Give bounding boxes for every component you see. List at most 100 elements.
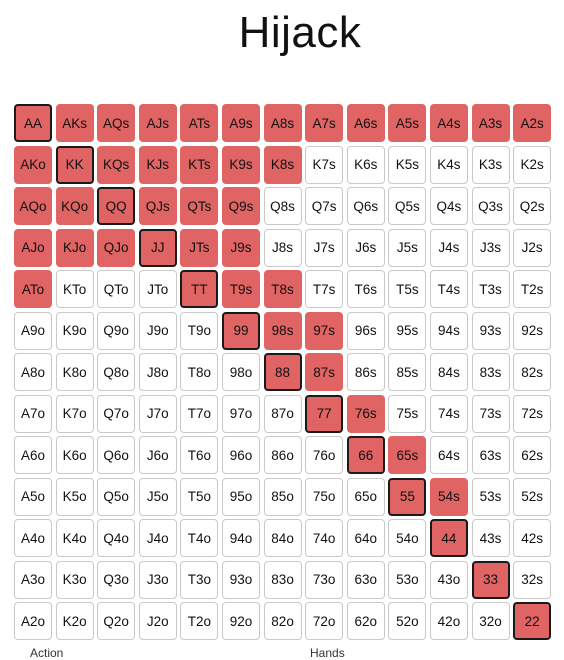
hand-cell-72o[interactable]: 72o [305,602,344,640]
hand-cell-85s[interactable]: 85s [388,353,427,391]
hand-cell-QQ[interactable]: QQ [97,187,136,225]
hand-cell-T9o[interactable]: T9o [180,311,219,350]
hand-cell-Q8s[interactable]: Q8s [263,187,302,225]
hand-cell-K8o[interactable]: K8o [55,353,94,391]
hand-cell-K2s[interactable]: K2s [513,145,552,184]
hand-cell-A5s[interactable]: A5s [388,104,427,142]
hand-cell-KTo[interactable]: KTo [55,270,94,308]
hand-cell-97s[interactable]: 97s [305,311,344,350]
hand-cell-A9o[interactable]: A9o [14,311,52,350]
hand-cell-K6s[interactable]: K6s [346,145,385,184]
hand-cell-95s[interactable]: 95s [388,311,427,350]
hand-cell-84s[interactable]: 84s [429,353,468,391]
hand-cell-Q2s[interactable]: Q2s [513,187,552,225]
hand-cell-AKo[interactable]: AKo [14,145,52,184]
hand-cell-98o[interactable]: 98o [221,353,260,391]
hand-cell-22[interactable]: 22 [513,602,552,640]
hand-cell-Q6s[interactable]: Q6s [346,187,385,225]
hand-cell-JJ[interactable]: JJ [138,228,177,267]
hand-cell-KQo[interactable]: KQo [55,187,94,225]
hand-cell-K5o[interactable]: K5o [55,477,94,516]
hand-cell-54s[interactable]: 54s [429,477,468,516]
hand-cell-Q9o[interactable]: Q9o [97,311,136,350]
hand-cell-J6s[interactable]: J6s [346,228,385,267]
hand-cell-93s[interactable]: 93s [471,311,510,350]
hand-cell-65s[interactable]: 65s [388,436,427,474]
hand-cell-66[interactable]: 66 [346,436,385,474]
hand-cell-K9o[interactable]: K9o [55,311,94,350]
hand-cell-AJo[interactable]: AJo [14,228,52,267]
hand-cell-76s[interactable]: 76s [346,394,385,433]
hand-cell-T2o[interactable]: T2o [180,602,219,640]
hand-cell-86o[interactable]: 86o [263,436,302,474]
hand-cell-ATo[interactable]: ATo [14,270,52,308]
hand-cell-AKs[interactable]: AKs [55,104,94,142]
hand-cell-54o[interactable]: 54o [388,519,427,557]
hand-cell-J6o[interactable]: J6o [138,436,177,474]
hand-cell-64o[interactable]: 64o [346,519,385,557]
hand-cell-T3o[interactable]: T3o [180,560,219,599]
hand-cell-83o[interactable]: 83o [263,560,302,599]
hand-cell-T2s[interactable]: T2s [513,270,552,308]
hand-cell-J5o[interactable]: J5o [138,477,177,516]
hand-cell-A5o[interactable]: A5o [14,477,52,516]
hand-cell-J3o[interactable]: J3o [138,560,177,599]
hand-cell-KTs[interactable]: KTs [180,145,219,184]
hand-cell-A4o[interactable]: A4o [14,519,52,557]
hand-cell-75o[interactable]: 75o [305,477,344,516]
hand-cell-63o[interactable]: 63o [346,560,385,599]
hand-cell-65o[interactable]: 65o [346,477,385,516]
hand-cell-AQo[interactable]: AQo [14,187,52,225]
hand-cell-A7o[interactable]: A7o [14,394,52,433]
hand-cell-K7s[interactable]: K7s [305,145,344,184]
hand-cell-QTo[interactable]: QTo [97,270,136,308]
hand-cell-J8s[interactable]: J8s [263,228,302,267]
hand-cell-72s[interactable]: 72s [513,394,552,433]
hand-cell-KQs[interactable]: KQs [97,145,136,184]
hand-cell-52o[interactable]: 52o [388,602,427,640]
hand-cell-KJo[interactable]: KJo [55,228,94,267]
hand-cell-85o[interactable]: 85o [263,477,302,516]
hand-cell-K3o[interactable]: K3o [55,560,94,599]
hand-cell-T4o[interactable]: T4o [180,519,219,557]
hand-cell-97o[interactable]: 97o [221,394,260,433]
hand-cell-33[interactable]: 33 [471,560,510,599]
hand-cell-T3s[interactable]: T3s [471,270,510,308]
hand-cell-74o[interactable]: 74o [305,519,344,557]
hand-cell-T8o[interactable]: T8o [180,353,219,391]
hand-cell-Q2o[interactable]: Q2o [97,602,136,640]
hand-cell-K6o[interactable]: K6o [55,436,94,474]
hand-cell-J5s[interactable]: J5s [388,228,427,267]
hand-cell-A6s[interactable]: A6s [346,104,385,142]
hand-cell-52s[interactable]: 52s [513,477,552,516]
hand-cell-93o[interactable]: 93o [221,560,260,599]
hand-cell-T6s[interactable]: T6s [346,270,385,308]
hand-cell-A6o[interactable]: A6o [14,436,52,474]
hand-cell-J8o[interactable]: J8o [138,353,177,391]
hand-cell-43s[interactable]: 43s [471,519,510,557]
hand-cell-84o[interactable]: 84o [263,519,302,557]
hand-cell-Q5s[interactable]: Q5s [388,187,427,225]
hand-cell-95o[interactable]: 95o [221,477,260,516]
hand-cell-32o[interactable]: 32o [471,602,510,640]
hand-cell-53s[interactable]: 53s [471,477,510,516]
hand-cell-64s[interactable]: 64s [429,436,468,474]
hand-cell-T6o[interactable]: T6o [180,436,219,474]
hand-cell-63s[interactable]: 63s [471,436,510,474]
hand-cell-32s[interactable]: 32s [513,560,552,599]
hand-cell-T7o[interactable]: T7o [180,394,219,433]
hand-cell-J9s[interactable]: J9s [221,228,260,267]
hand-cell-T4s[interactable]: T4s [429,270,468,308]
hand-cell-T5o[interactable]: T5o [180,477,219,516]
hand-cell-42o[interactable]: 42o [429,602,468,640]
hand-cell-K5s[interactable]: K5s [388,145,427,184]
hand-cell-A3s[interactable]: A3s [471,104,510,142]
hand-cell-K3s[interactable]: K3s [471,145,510,184]
hand-cell-77[interactable]: 77 [305,394,344,433]
hand-cell-87o[interactable]: 87o [263,394,302,433]
hand-cell-J2o[interactable]: J2o [138,602,177,640]
hand-cell-Q3s[interactable]: Q3s [471,187,510,225]
hand-cell-Q3o[interactable]: Q3o [97,560,136,599]
hand-cell-98s[interactable]: 98s [263,311,302,350]
hand-cell-T5s[interactable]: T5s [388,270,427,308]
